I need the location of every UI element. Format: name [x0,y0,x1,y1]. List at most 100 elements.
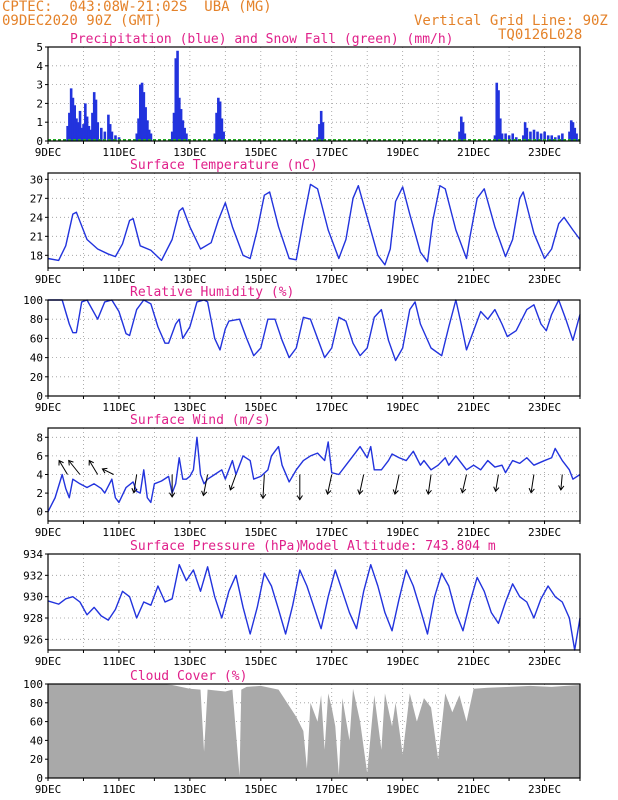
y-tick-label: 6 [36,450,43,463]
x-tick-label: 21DEC [457,146,490,159]
x-tick-label: 19DEC [386,655,419,668]
wind-arrowhead [558,485,565,491]
x-tick-label: 13DEC [173,401,206,414]
wind-arrowhead [101,467,108,474]
precip-bar [80,127,84,141]
y-tick-label: 27 [30,192,43,205]
precip-bar [73,105,76,141]
precip-bar [571,122,575,141]
wind-arrowhead [228,484,235,491]
y-tick-label: 0 [36,390,43,403]
precip-bar [75,118,78,141]
x-tick-label: 19DEC [386,401,419,414]
x-tick-label: 17DEC [315,146,348,159]
x-tick-label: 19DEC [386,146,419,159]
wind-arrowhead [493,486,500,493]
precip-bar [318,124,321,141]
precip-bar [463,133,467,141]
wind-vector [262,474,265,499]
wind-vector [394,474,400,495]
precip-bar [522,135,525,141]
y-tick-label: 100 [23,294,43,307]
wind-arrowhead [88,459,94,466]
precip-bar [500,133,504,141]
y-tick-label: 926 [23,633,43,646]
y-tick-label: 18 [30,249,43,262]
y-tick-label: 928 [23,612,43,625]
panel-0 [45,46,581,144]
precip-bar [137,118,140,141]
y-tick-label: 932 [23,569,43,582]
x-tick-label: 19DEC [386,783,419,796]
x-tick-label: 15DEC [244,655,277,668]
y-tick-label: 40 [30,734,43,747]
x-tick-label: 23DEC [528,783,561,796]
panel-title: Surface Temperature (nC) [130,158,318,173]
wind-vector [202,474,209,496]
precip-bar [215,112,218,141]
x-tick-label: 17DEC [315,783,348,796]
x-tick-label: 13DEC [173,783,206,796]
precip-bar [493,135,497,141]
precip-bar [543,131,546,141]
wind-arrowhead [425,489,432,496]
x-tick-label: 17DEC [315,526,348,539]
precip-bar [179,109,183,141]
y-tick-label: 21 [30,230,43,243]
wind-arrowhead [68,459,74,466]
y-tick-label: 1 [36,116,43,129]
y-tick-label: 24 [30,211,44,224]
precip-bar [78,110,82,141]
precip-bar [561,133,564,141]
precip-bar [91,112,94,141]
y-tick-label: 930 [23,591,43,604]
precip-bar [170,131,174,141]
panel-4 [45,553,581,653]
wind-arrowhead [528,487,535,494]
panel-title: Cloud Cover (%) [130,669,247,684]
precip-bar [178,97,181,141]
cloud-cover-area [48,684,580,778]
x-tick-label: 9DEC [35,273,62,286]
precip-bar [69,88,73,141]
precip-bar [532,129,536,141]
panel-title: Precipitation (blue) and Snow Fall (gree… [70,32,454,47]
precip-bar [96,122,100,141]
precip-bar [94,99,98,141]
wind-arrowhead [131,487,138,494]
panel-title: Surface Wind (m/s) [130,413,271,428]
x-tick-label: 11DEC [102,655,135,668]
precip-bar [174,58,178,141]
y-tick-label: 80 [30,697,43,710]
precip-bar [103,131,107,141]
panel-annotation: Model Altitude: 743.804 m [300,539,496,554]
precip-bar [568,131,571,141]
y-tick-label: 60 [30,716,43,729]
wind-arrowhead [325,489,332,496]
panel-title: Relative Humidity (%) [130,285,294,300]
wind-arrowhead [392,489,399,496]
y-tick-label: 80 [30,313,43,326]
wind-arrowhead [260,493,267,500]
precip-bar [147,129,151,141]
wind-vector [495,474,499,492]
x-tick-label: 21DEC [457,401,490,414]
x-tick-label: 9DEC [35,146,62,159]
series-line [47,436,581,513]
panel-frame [47,553,581,651]
x-tick-label: 15DEC [244,146,277,159]
wind-arrowhead [357,489,364,496]
precip-bar [84,103,87,141]
x-tick-label: 13DEC [173,526,206,539]
wind-vector [102,468,114,475]
precip-bar [575,133,578,141]
series-line [48,299,581,362]
x-tick-label: 23DEC [528,401,561,414]
header-date: 09DEC2020 90Z (GMT) [2,13,163,29]
y-tick-label: 0 [36,772,43,785]
x-tick-label: 9DEC [35,783,62,796]
precip-bar [497,90,500,141]
wind-arrowhead [296,495,303,501]
precip-bar [108,124,112,141]
